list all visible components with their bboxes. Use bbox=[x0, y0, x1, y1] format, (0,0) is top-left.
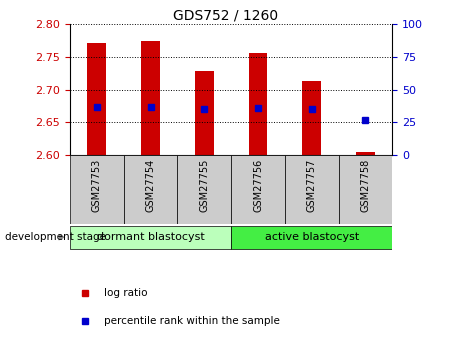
Bar bbox=[285, 155, 339, 224]
Text: active blastocyst: active blastocyst bbox=[265, 232, 359, 241]
Text: GSM27755: GSM27755 bbox=[199, 159, 209, 212]
Bar bbox=[249, 53, 267, 155]
Bar bbox=[302, 81, 321, 155]
Bar bbox=[70, 155, 124, 224]
Bar bbox=[70, 226, 231, 249]
Text: GSM27756: GSM27756 bbox=[253, 159, 263, 212]
Bar bbox=[195, 71, 214, 155]
Text: GSM27757: GSM27757 bbox=[307, 159, 317, 212]
Text: GDS752 / 1260: GDS752 / 1260 bbox=[173, 9, 278, 23]
Text: GSM27754: GSM27754 bbox=[146, 159, 156, 212]
Text: GSM27753: GSM27753 bbox=[92, 159, 102, 212]
Text: development stage: development stage bbox=[5, 232, 106, 242]
Bar bbox=[141, 41, 160, 155]
Bar bbox=[87, 43, 106, 155]
Text: dormant blastocyst: dormant blastocyst bbox=[97, 232, 204, 241]
Bar bbox=[356, 152, 375, 155]
Bar bbox=[339, 155, 392, 224]
Text: percentile rank within the sample: percentile rank within the sample bbox=[104, 316, 280, 326]
Bar bbox=[231, 155, 285, 224]
Bar bbox=[231, 226, 392, 249]
Bar bbox=[124, 155, 177, 224]
Bar bbox=[177, 155, 231, 224]
Text: GSM27758: GSM27758 bbox=[360, 159, 371, 212]
Text: log ratio: log ratio bbox=[104, 288, 147, 298]
